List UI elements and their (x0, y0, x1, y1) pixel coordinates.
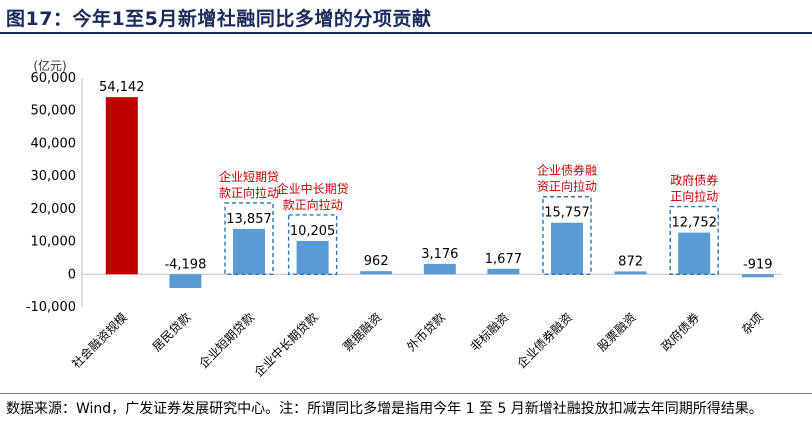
x-tick-label: 居民贷款 (150, 310, 194, 354)
source-note: 数据来源：Wind，广发证券发展研究中心。注：所谓同比多增是指用今年 1 至 5… (6, 401, 763, 417)
data-label: 12,752 (671, 216, 717, 231)
annotation-text: 政府债券 (670, 173, 718, 188)
y-ticks: -10,000 0 10,000 20,000 30,000 40,000 50,000 60… (26, 71, 76, 315)
annotation-text: 款正向拉动 (219, 185, 279, 200)
y-tick-label: 10,000 (31, 235, 77, 250)
x-tick-label: 政府债券 (658, 310, 703, 355)
x-tick-label: 企业债券融资 (514, 310, 576, 372)
data-label: 1,677 (485, 252, 522, 267)
data-labels: 54,142 -4,198 13,857 10,205 962 3,176 1,677 15,… (99, 80, 773, 272)
y-tick-label: 0 (68, 267, 76, 282)
bar-chart: (亿元) -10,000 0 10,000 20,000 30,000 40,000 50,… (26, 58, 782, 380)
bar (551, 222, 583, 275)
x-tick-label: 企业短期贷款 (196, 310, 258, 372)
annotation-text: 正向拉动 (670, 189, 718, 204)
bar (169, 274, 202, 289)
x-tick-label: 社会融资规模 (68, 310, 130, 372)
annotation-text: 款正向拉动 (283, 197, 343, 212)
annotation-box (669, 205, 719, 275)
data-label: 54,142 (99, 80, 145, 95)
data-label: 13,857 (226, 212, 272, 227)
y-tick-label: 40,000 (31, 136, 77, 151)
x-tick-label: 股票融资 (595, 310, 639, 354)
x-tick-label: 外币贷款 (404, 310, 448, 354)
annotation-box (542, 196, 592, 275)
bars (105, 97, 774, 289)
y-tick-label: 50,000 (31, 104, 77, 119)
bar (423, 263, 456, 275)
data-label: 3,176 (421, 247, 458, 262)
bar (741, 274, 774, 278)
annotation-box (224, 202, 274, 275)
data-label: 15,757 (544, 206, 590, 221)
title-divider (0, 32, 812, 34)
data-label: 872 (618, 254, 643, 269)
data-label: 10,205 (290, 224, 336, 239)
annotation-text: 企业中长期贷 (277, 181, 349, 196)
bar (233, 228, 265, 275)
x-tick-label: 杂项 (739, 310, 766, 337)
chart-title: 图17：今年1至5月新增社融同比多增的分项贡献 (6, 8, 432, 30)
bar (487, 268, 520, 275)
annotation-text: 企业债券融 (537, 163, 597, 178)
x-tick-label: 企业中长期贷款 (251, 310, 321, 380)
y-tick-label: 20,000 (31, 202, 77, 217)
bar (105, 97, 138, 275)
annotation-text: 企业短期贷 (219, 169, 279, 184)
x-tick-label: 非标融资 (468, 310, 512, 354)
data-label: -919 (743, 257, 773, 272)
x-tick-label: 票据融资 (340, 310, 384, 354)
annotation-text: 资正向拉动 (537, 179, 597, 194)
y-tick-label: 30,000 (31, 169, 77, 184)
y-axis-unit-label: (亿元) (33, 58, 66, 73)
data-label: 962 (364, 254, 389, 269)
bar (614, 271, 647, 275)
bar (360, 271, 393, 275)
bar (678, 232, 711, 275)
data-label: -4,198 (164, 257, 206, 272)
annotation-boxes (224, 196, 719, 275)
bar (296, 240, 329, 275)
annotation-box (287, 214, 338, 275)
y-tick-label: 60,000 (31, 71, 77, 86)
y-tick-label: -10,000 (26, 300, 76, 315)
footer-divider (0, 393, 812, 394)
